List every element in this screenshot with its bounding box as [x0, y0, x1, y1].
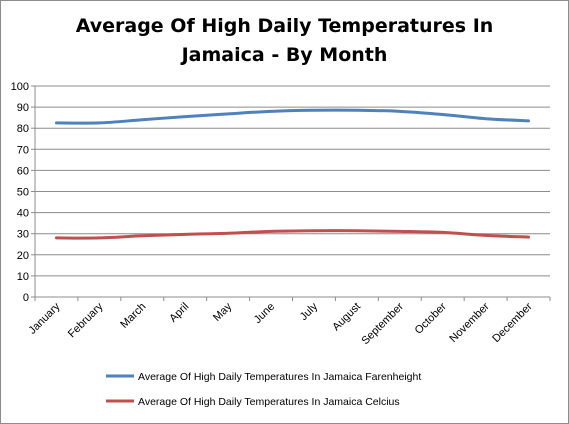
x-tick-label: August [330, 301, 363, 334]
y-tick-label: 0 [23, 292, 29, 304]
series-line-0 [54, 108, 531, 125]
chart-title: Average Of High Daily Temperatures In Ja… [0, 12, 569, 70]
x-tick-label: April [167, 301, 191, 325]
series-1-point [98, 236, 101, 239]
y-tick-label: 30 [17, 229, 29, 241]
y-tick-label: 10 [17, 271, 29, 283]
series-0-point [355, 109, 358, 112]
x-tick-label: January [26, 300, 63, 337]
series-1-point [141, 234, 144, 237]
y-tick-label: 70 [17, 144, 29, 156]
series-0-point [141, 118, 144, 121]
series-1-point [355, 229, 358, 232]
series-0-point [227, 112, 230, 115]
x-tick-label: October [413, 300, 449, 336]
series-0-point [441, 113, 444, 116]
series-0-point [55, 121, 58, 124]
series-1-point [312, 229, 315, 232]
x-tick-label: May [211, 300, 235, 324]
y-tick-label: 60 [17, 165, 29, 177]
x-tick-label: November [447, 300, 492, 345]
series-1-point [270, 230, 273, 233]
series-1-point [398, 230, 401, 233]
legend-label-0: Average Of High Daily Temperatures In Ja… [138, 371, 421, 383]
series-0-point [184, 115, 187, 118]
series-1-point [184, 233, 187, 236]
series-0-point [484, 117, 487, 120]
chart-title-line-1: Average Of High Daily Temperatures In [75, 15, 494, 37]
x-tick-label: June [252, 301, 277, 326]
series-1-point [55, 236, 58, 239]
y-tick-label: 90 [17, 102, 29, 114]
series-1-point [227, 232, 230, 235]
y-tick-label: 80 [17, 123, 29, 135]
x-tick-label: December [490, 300, 535, 345]
y-tick-label: 20 [17, 250, 29, 262]
y-tick-label: 100 [11, 81, 29, 93]
y-tick-label: 40 [17, 208, 29, 220]
x-tick-label: March [118, 301, 148, 331]
series-0-point [527, 119, 530, 122]
legend-label-1: Average Of High Daily Temperatures In Ja… [138, 396, 400, 408]
series-0-point [312, 109, 315, 112]
x-tick-label: July [298, 300, 321, 323]
series-1-point [441, 231, 444, 234]
series-1-point [527, 236, 530, 239]
series-0-point [98, 121, 101, 124]
x-tick-label: September [359, 300, 406, 347]
series-0-point [398, 110, 401, 113]
x-tick-label: February [66, 300, 106, 340]
series-line-1 [54, 229, 531, 240]
series-1-point [484, 234, 487, 237]
series-0-point [270, 110, 273, 113]
chart-title-line-2: Jamaica - By Month [181, 44, 388, 66]
y-tick-label: 50 [17, 187, 29, 199]
